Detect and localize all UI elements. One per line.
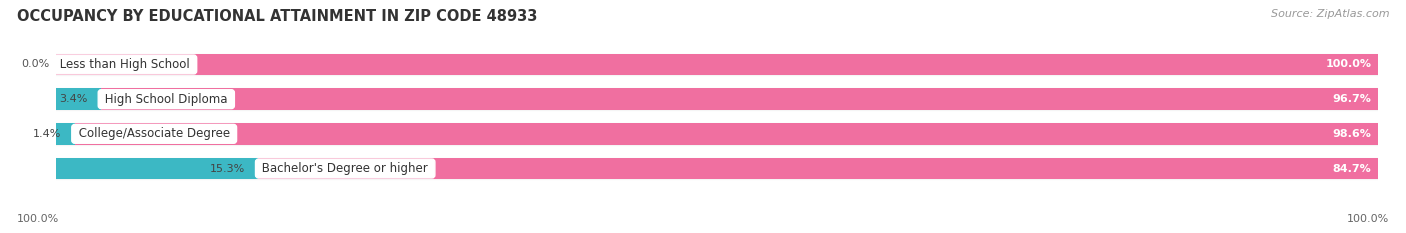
- Bar: [56, 158, 1378, 179]
- Text: High School Diploma: High School Diploma: [101, 93, 232, 106]
- Text: 0.0%: 0.0%: [21, 59, 49, 69]
- Text: 100.0%: 100.0%: [1347, 214, 1389, 224]
- Bar: [75, 123, 1378, 145]
- Text: 15.3%: 15.3%: [209, 164, 245, 174]
- Text: OCCUPANCY BY EDUCATIONAL ATTAINMENT IN ZIP CODE 48933: OCCUPANCY BY EDUCATIONAL ATTAINMENT IN Z…: [17, 9, 537, 24]
- Bar: [56, 88, 101, 110]
- Bar: [56, 88, 1378, 110]
- Text: 100.0%: 100.0%: [17, 214, 59, 224]
- Bar: [56, 123, 1378, 145]
- Text: Less than High School: Less than High School: [56, 58, 194, 71]
- Text: Source: ZipAtlas.com: Source: ZipAtlas.com: [1271, 9, 1389, 19]
- Bar: [101, 88, 1379, 110]
- Text: 100.0%: 100.0%: [1326, 59, 1371, 69]
- Text: 1.4%: 1.4%: [34, 129, 62, 139]
- Text: 98.6%: 98.6%: [1333, 129, 1371, 139]
- Bar: [56, 54, 1378, 75]
- Bar: [56, 54, 1378, 75]
- Text: 3.4%: 3.4%: [59, 94, 89, 104]
- Text: 84.7%: 84.7%: [1333, 164, 1371, 174]
- Text: College/Associate Degree: College/Associate Degree: [75, 127, 233, 140]
- Bar: [259, 158, 1378, 179]
- Text: Bachelor's Degree or higher: Bachelor's Degree or higher: [259, 162, 432, 175]
- Bar: [56, 123, 75, 145]
- Text: 96.7%: 96.7%: [1333, 94, 1371, 104]
- Bar: [56, 158, 259, 179]
